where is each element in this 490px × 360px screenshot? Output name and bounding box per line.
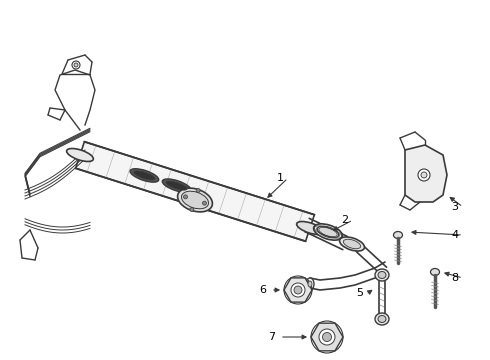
Ellipse shape xyxy=(393,231,402,238)
Ellipse shape xyxy=(431,269,440,275)
Ellipse shape xyxy=(318,226,339,238)
Text: 2: 2 xyxy=(342,215,348,225)
Ellipse shape xyxy=(177,188,213,212)
Ellipse shape xyxy=(190,207,194,211)
Text: 7: 7 xyxy=(269,332,275,342)
Ellipse shape xyxy=(294,286,302,294)
Text: 3: 3 xyxy=(451,202,459,212)
Ellipse shape xyxy=(166,181,187,190)
Text: 1: 1 xyxy=(276,173,284,183)
Ellipse shape xyxy=(74,63,78,67)
Ellipse shape xyxy=(162,179,191,192)
Ellipse shape xyxy=(340,237,365,251)
Ellipse shape xyxy=(291,283,305,297)
Ellipse shape xyxy=(296,221,323,234)
Ellipse shape xyxy=(67,149,94,162)
Ellipse shape xyxy=(322,333,332,342)
Ellipse shape xyxy=(375,313,389,325)
Text: 4: 4 xyxy=(451,230,459,240)
Text: 6: 6 xyxy=(260,285,267,295)
Polygon shape xyxy=(75,142,315,241)
Ellipse shape xyxy=(196,189,200,193)
Ellipse shape xyxy=(202,201,206,205)
Ellipse shape xyxy=(314,224,343,240)
Ellipse shape xyxy=(72,61,80,69)
Ellipse shape xyxy=(343,239,361,249)
Ellipse shape xyxy=(375,269,389,281)
Ellipse shape xyxy=(181,191,209,209)
Ellipse shape xyxy=(184,195,188,199)
Ellipse shape xyxy=(378,315,386,323)
Ellipse shape xyxy=(130,169,159,182)
Ellipse shape xyxy=(421,172,427,178)
Ellipse shape xyxy=(418,169,430,181)
Ellipse shape xyxy=(378,271,386,279)
Ellipse shape xyxy=(319,329,335,345)
Text: 8: 8 xyxy=(451,273,459,283)
Ellipse shape xyxy=(308,281,312,287)
Text: 5: 5 xyxy=(357,288,364,298)
Polygon shape xyxy=(405,145,447,202)
Ellipse shape xyxy=(134,171,155,180)
Ellipse shape xyxy=(306,278,314,290)
